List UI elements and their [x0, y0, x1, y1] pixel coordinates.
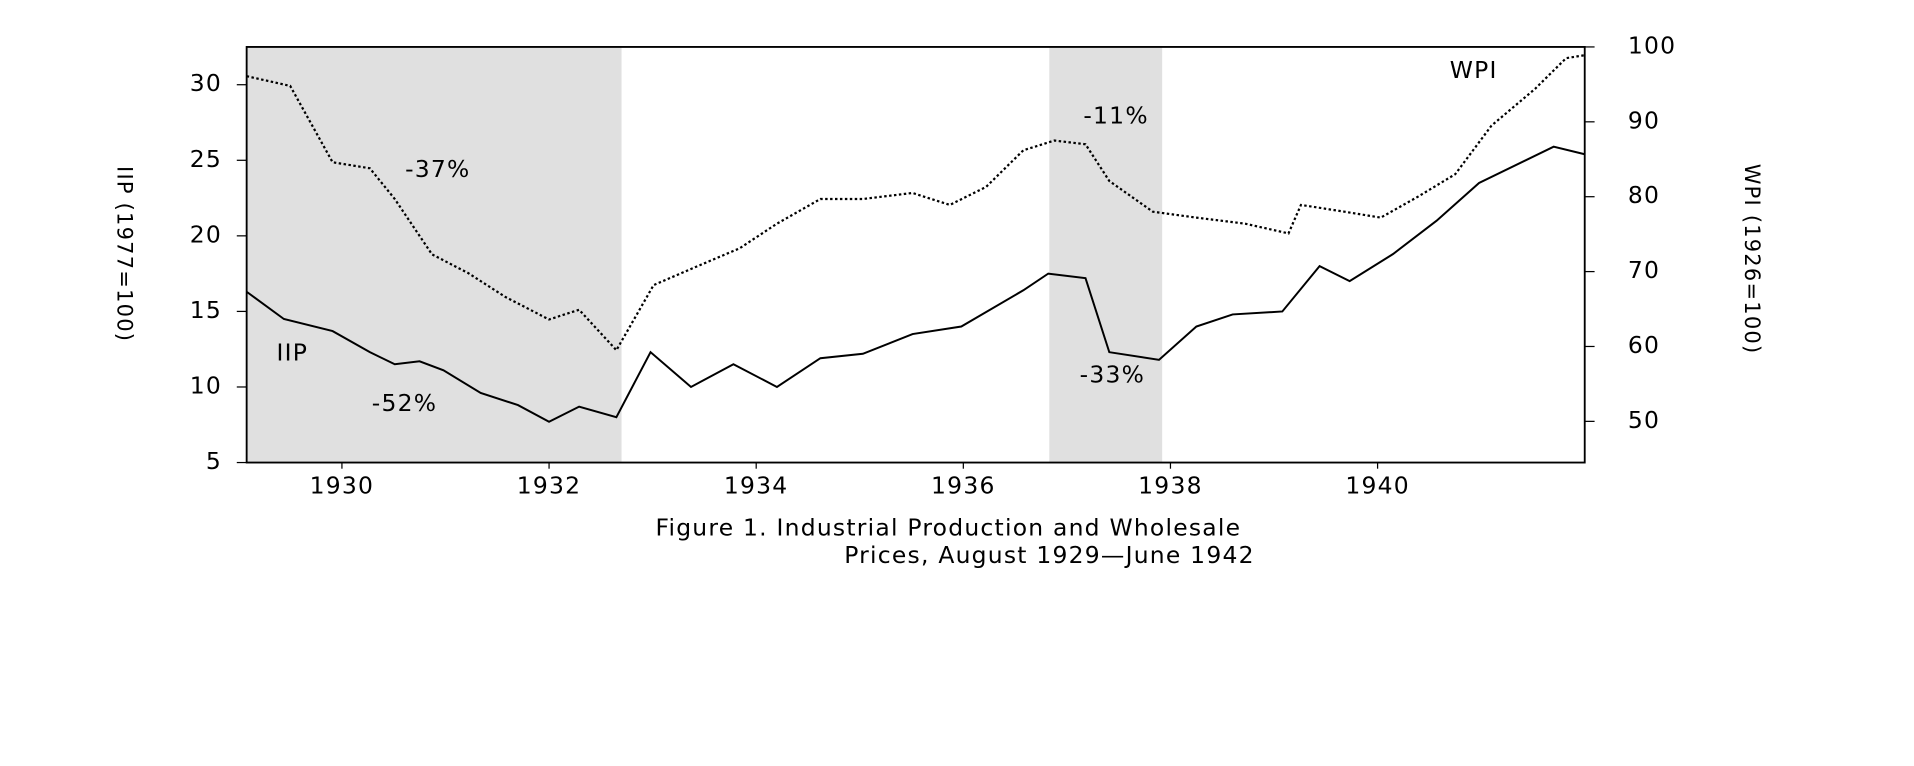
annotation: WPI: [1450, 56, 1498, 84]
y2-axis-title: WPI (1926=100): [1740, 164, 1764, 355]
annotation: -37%: [405, 155, 470, 183]
plot-frame: [245, 46, 1586, 464]
x-tick-label: 1940: [1345, 472, 1410, 500]
y2-tick-label: 50: [1628, 406, 1660, 434]
y-tick-label: 15: [190, 296, 222, 324]
annotation: -33%: [1080, 361, 1145, 389]
y2-tick-label: 90: [1628, 106, 1660, 134]
y2-tick-label: 100: [1628, 31, 1676, 59]
y-tick-label: 30: [190, 69, 222, 97]
y-tick-label: 20: [190, 220, 222, 248]
annotation: -52%: [372, 389, 437, 417]
x-tick-label: 1938: [1138, 472, 1203, 500]
x-tick-label: 1930: [310, 472, 375, 500]
y-axis-title: IIP (1977=100): [112, 166, 136, 342]
x-tick-label: 1934: [724, 472, 789, 500]
annotation: -11%: [1083, 102, 1148, 130]
x-tick-label: 1932: [517, 472, 582, 500]
series-line: [246, 54, 1585, 353]
x-tick-label: 1936: [931, 472, 996, 500]
y-tick-label: 5: [206, 447, 222, 475]
y-tick-label: 25: [190, 145, 222, 173]
y-tick-label: 10: [190, 371, 222, 399]
caption-line: Figure 1. Industrial Production and Whol…: [655, 514, 1241, 542]
y2-tick-label: 60: [1628, 331, 1660, 359]
series-line: [246, 145, 1585, 423]
y2-tick-label: 70: [1628, 256, 1660, 284]
y2-tick-label: 80: [1628, 181, 1660, 209]
annotation: IIP: [276, 339, 308, 367]
caption-line: Prices, August 1929—June 1942: [844, 541, 1255, 569]
recession-band: [1049, 46, 1163, 463]
